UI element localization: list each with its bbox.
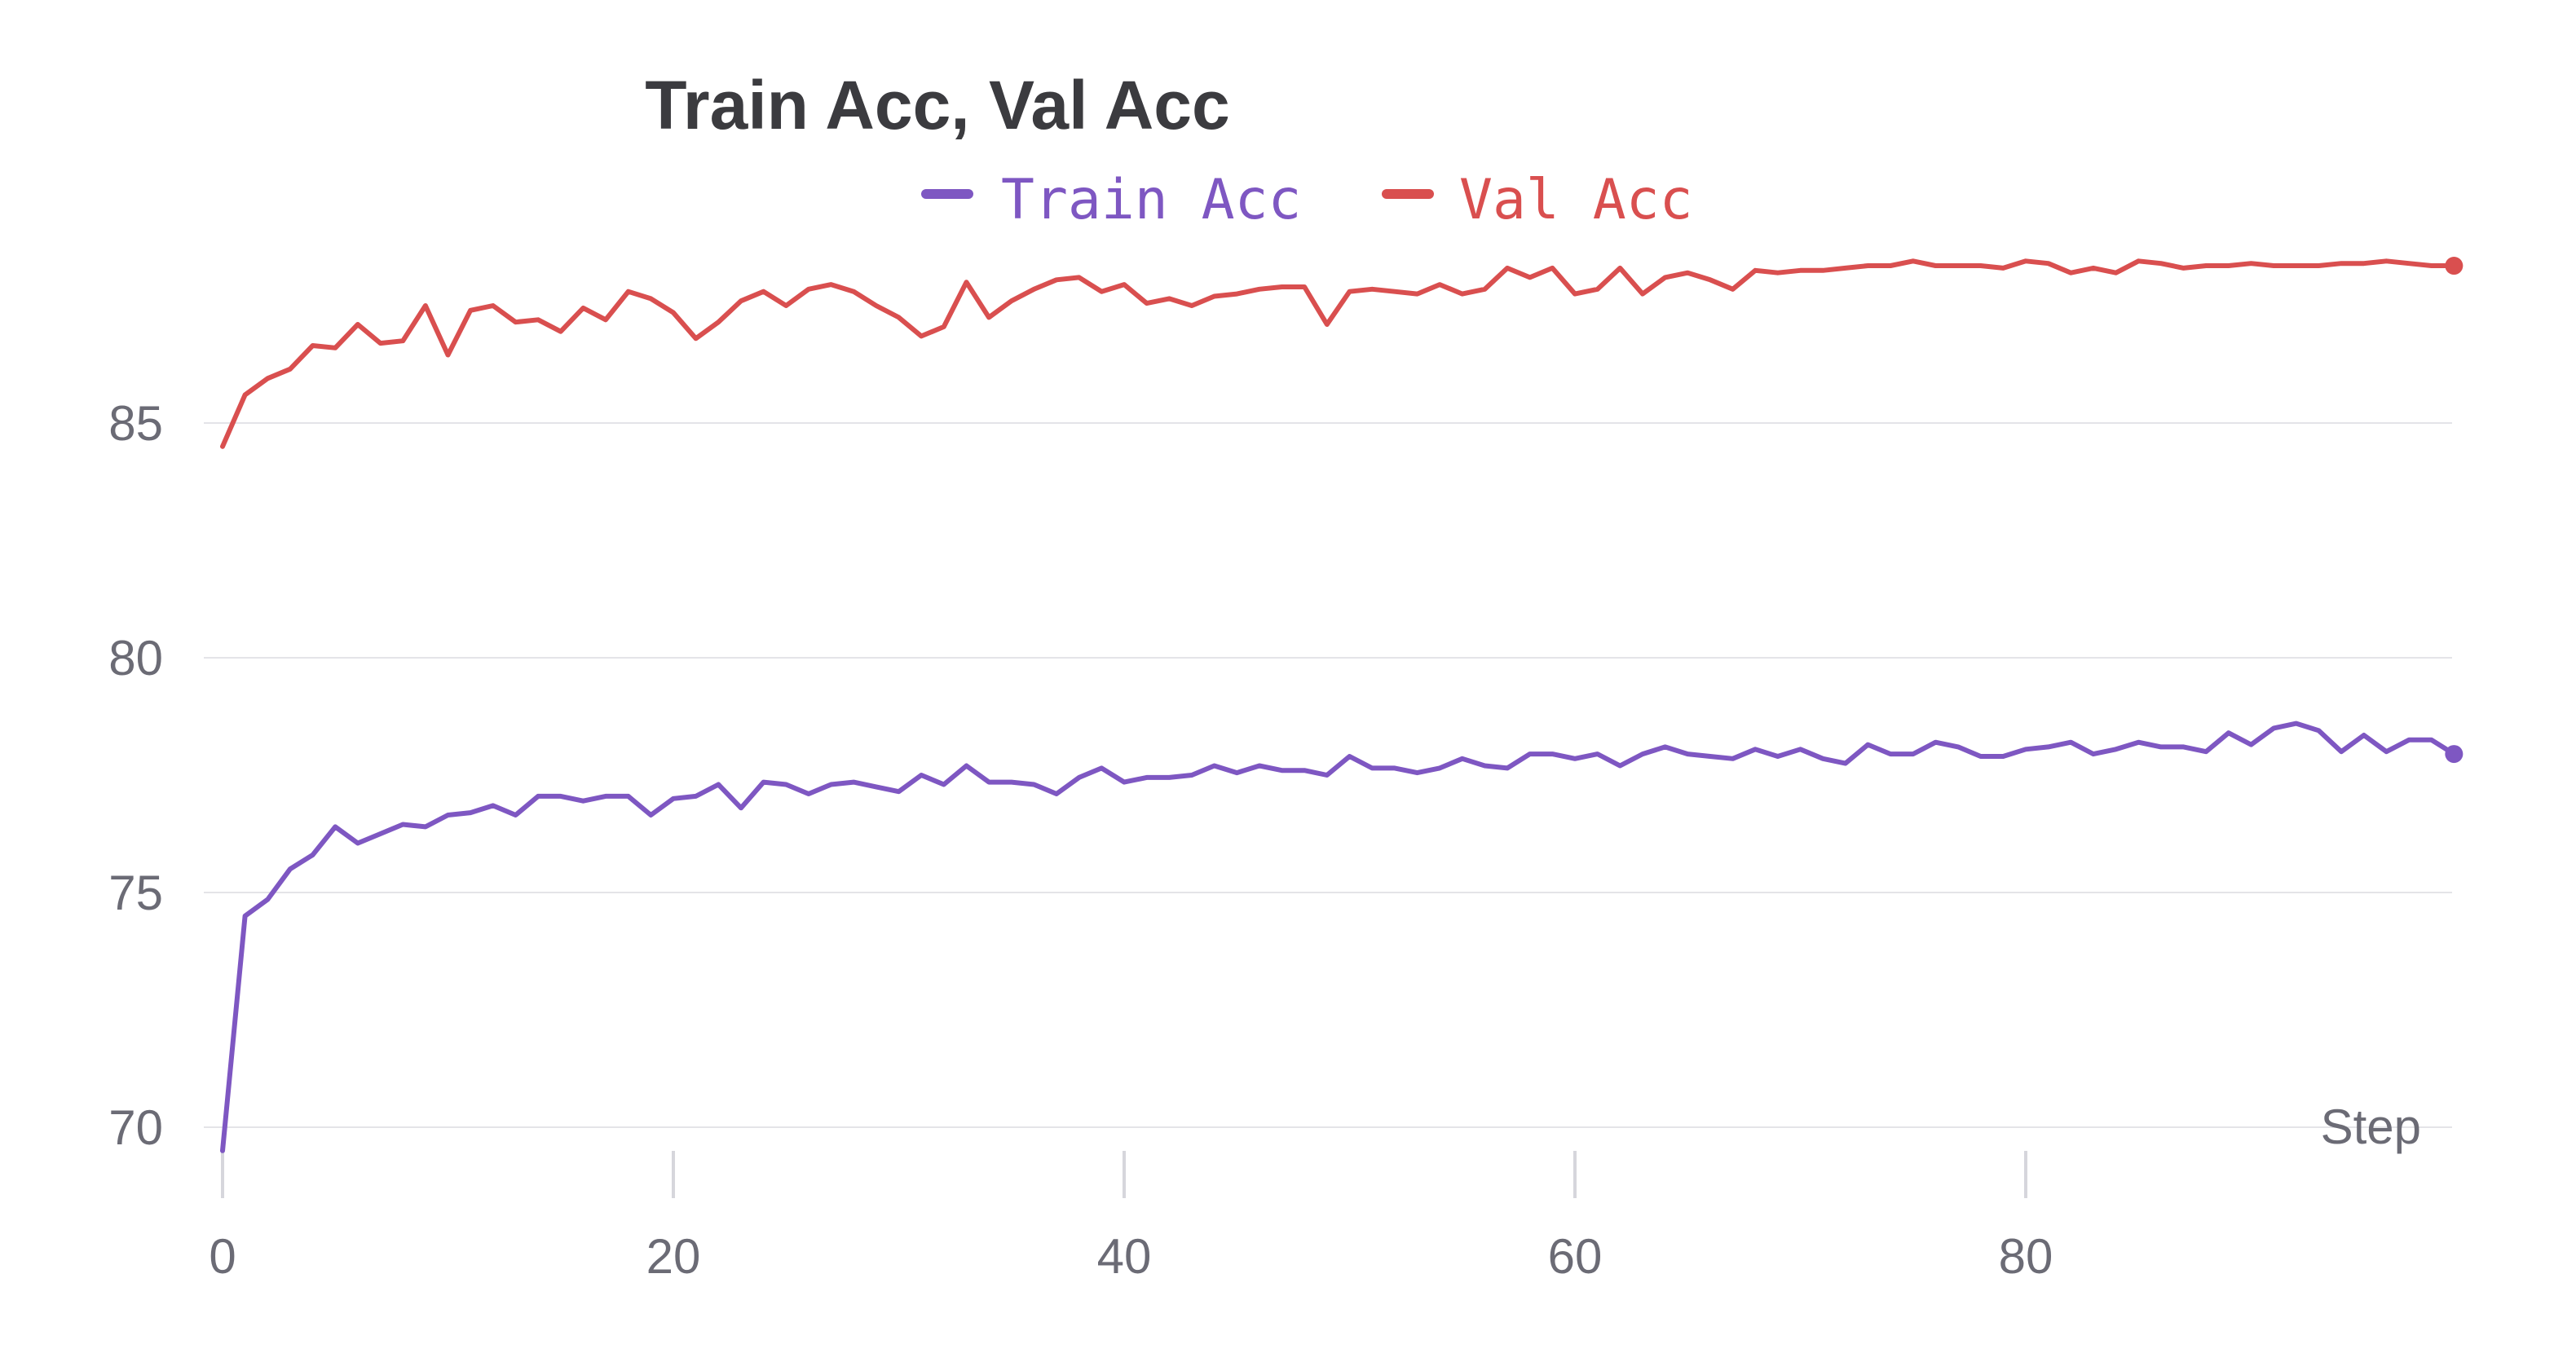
chart-title: Train Acc, Val Acc: [645, 67, 1230, 143]
legend-swatch: [921, 189, 973, 199]
x-axis-label: Step: [2321, 1100, 2421, 1154]
legend: Train Acc Val Acc: [921, 168, 1693, 232]
x-tick-label: 20: [646, 1229, 701, 1284]
x-axis: 0 20 40 60 80: [209, 1151, 2053, 1284]
series-line: [220, 721, 2457, 1153]
legend-label: Val Acc: [1459, 168, 1693, 232]
x-tick-label: 40: [1097, 1229, 1152, 1284]
y-tick-label: 85: [108, 396, 163, 451]
x-tick-label: 60: [1548, 1229, 1603, 1284]
series-end-point: [2445, 745, 2464, 764]
y-tick-label: 70: [108, 1100, 163, 1155]
legend-swatch: [1382, 189, 1434, 199]
y-tick-label: 80: [108, 631, 163, 685]
legend-label: Train Acc: [1001, 168, 1301, 232]
y-tick-label: 75: [108, 866, 163, 920]
x-tick-label: 80: [1999, 1229, 2053, 1284]
x-tick-label: 0: [209, 1229, 236, 1284]
y-axis: 70 75 80 85: [108, 396, 163, 1155]
series-end-point: [2445, 257, 2464, 275]
series-layer: [220, 257, 2464, 1153]
series-line: [220, 258, 2457, 449]
grid: [204, 422, 2452, 1128]
